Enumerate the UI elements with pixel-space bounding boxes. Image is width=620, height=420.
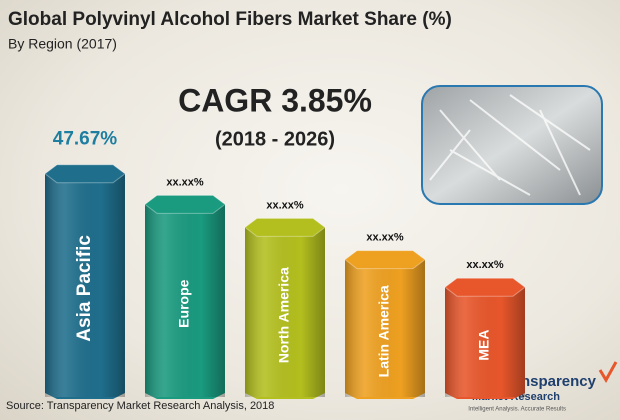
fiber-photo [421, 85, 603, 205]
category-label: Latin America [376, 285, 392, 377]
chart-subtitle: By Region (2017) [8, 36, 117, 52]
bar-shade [145, 204, 225, 397]
logo-check [598, 361, 618, 383]
category-label: Asia Pacific [74, 235, 95, 342]
value-label: xx.xx% [266, 199, 304, 211]
logo-tagline: Intelligent Analysis. Accurate Results [468, 407, 566, 413]
category-label: North America [276, 267, 292, 363]
bar-shade [45, 173, 125, 397]
bar-cap [144, 194, 226, 214]
bar-cap [344, 250, 426, 270]
cagr: CAGR 3.85% [178, 82, 372, 118]
bar-cap [444, 277, 526, 297]
bar-shade [245, 227, 325, 397]
bar-cap [44, 164, 126, 184]
value-label: 47.67% [53, 129, 118, 150]
bar-shade [345, 259, 425, 397]
chart-title: Global Polyvinyl Alcohol Fibers Market S… [8, 9, 452, 30]
bar-cap [244, 217, 326, 237]
value-label: xx.xx% [366, 232, 404, 244]
photo-fibers [429, 94, 591, 196]
value-label: xx.xx% [466, 259, 504, 271]
category-label: Europe [176, 279, 192, 327]
value-label: xx.xx% [166, 176, 204, 188]
bar-shade [445, 287, 525, 397]
source: Source: Transparency Market Research Ana… [6, 400, 274, 412]
cagr-period: (2018 - 2026) [215, 128, 335, 150]
category-label: MEA [476, 330, 492, 361]
